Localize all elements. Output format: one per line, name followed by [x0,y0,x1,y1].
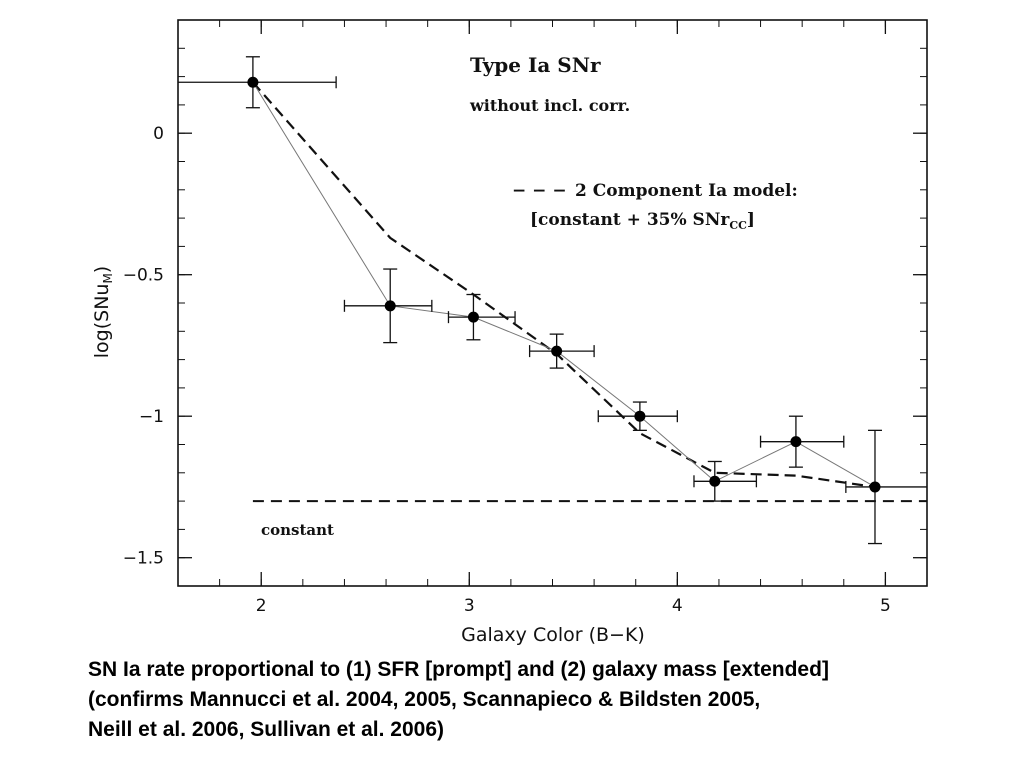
data-point [790,436,802,448]
data-point [384,300,396,312]
legend-model-line1: 2 Component Ia model: [575,181,798,201]
chart: 2 3 4 5 0 −0.5 −1 −1.5 Galaxy Color (B−K) log(S… [91,19,928,646]
panel-title: Type Ia SNr [470,53,601,77]
axis-ticks: 2 3 4 5 0 −0.5 −1 −1.5 [123,19,928,616]
data-point [247,76,259,88]
data-point [551,345,563,357]
x-axis-label: Galaxy Color (B−K) [461,624,645,646]
panel-subtitle: without incl. corr. [469,96,630,115]
data-point [709,475,721,487]
data-point [634,410,646,422]
x-tick-label: 5 [880,596,891,616]
data-point [869,481,881,493]
data-connect-line [252,81,876,488]
caption-line-2: (confirms Mannucci et al. 2004, 2005, Sc… [88,688,761,711]
y-tick-label: 0 [153,124,164,144]
y-axis-label: log(SNuM) [91,266,115,358]
x-tick-label: 2 [256,596,267,616]
figure-caption: SN Ia rate proportional to (1) SFR [prom… [88,655,1008,745]
constant-label: constant [261,521,334,539]
model-line [252,81,876,489]
x-tick-label: 4 [672,596,683,616]
y-tick-label: −1.5 [123,549,164,569]
caption-line-1: SN Ia rate proportional to (1) SFR [prom… [88,658,829,681]
legend-model-line2: [constant + 35% SNrCC] [530,210,755,232]
data-point [467,311,479,323]
caption-line-3: Neill et al. 2006, Sullivan et al. 2006) [88,718,445,741]
x-tick-label: 3 [464,596,475,616]
data-series [178,56,927,545]
y-tick-label: −0.5 [123,266,164,286]
legend-dash-sample: − − − [512,181,567,201]
y-tick-label: −1 [139,407,164,427]
